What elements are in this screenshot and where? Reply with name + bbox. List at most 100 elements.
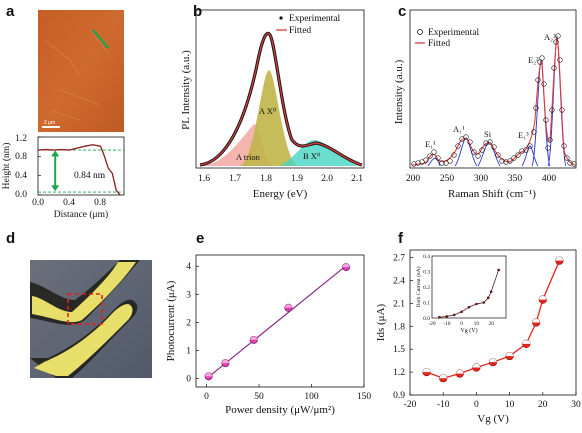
- raman-experimental-point: [483, 140, 489, 146]
- b-xtick: 1.7: [229, 174, 241, 184]
- arrow-head-up: [51, 150, 60, 157]
- c-peak-label: A₂²: [544, 32, 556, 42]
- c-ylabel: Intensity (a.u.): [393, 59, 405, 124]
- raman-experimental-point: [487, 139, 493, 145]
- raman-experimental-point: [541, 81, 547, 87]
- e-ytick-label: 0: [186, 375, 191, 385]
- afm-image: 2 μm: [38, 10, 124, 132]
- b-peak-label: A X⁰: [259, 106, 277, 116]
- f-ytick-label: 0.9: [393, 391, 405, 401]
- raman-experimental-point: [564, 155, 570, 161]
- ids-point-highlight: [489, 358, 497, 363]
- e-ytick-label: 2: [186, 318, 191, 328]
- ids-point-highlight: [422, 368, 431, 373]
- raman-experimental-point: [571, 161, 577, 167]
- ids-point-highlight: [505, 352, 514, 357]
- raman-experimental-point: [547, 137, 553, 143]
- height-profile-line: [37, 144, 121, 196]
- panel-d-letter: d: [6, 230, 15, 247]
- raman-experimental-point: [567, 160, 573, 166]
- raman-experimental-point: [467, 139, 473, 145]
- raman-experimental-point: [435, 155, 441, 161]
- b-xtick: 1.8: [260, 174, 272, 184]
- arrow-head-down: [51, 185, 60, 192]
- raman-experimental-point: [557, 57, 563, 63]
- a-xtick: 0.4: [63, 198, 75, 208]
- raman-experimental-point: [499, 158, 505, 164]
- panel-f-letter: f: [398, 230, 404, 247]
- e-ytick-label: 3: [186, 290, 191, 300]
- e-ytick-label: 1: [186, 346, 191, 356]
- c-xtick: 350: [508, 174, 523, 184]
- f-ytick-label: 2.7: [393, 254, 405, 264]
- e-xtick-label: 50: [254, 392, 264, 402]
- e-xlabel: Power density (μW/μm²): [225, 404, 335, 416]
- inset-ytick-label: 0.4: [423, 254, 430, 260]
- ids-point-highlight: [522, 340, 530, 344]
- a-xlabel: Distance (μm): [54, 209, 108, 220]
- c-peak-label: Si: [484, 129, 492, 139]
- legend-experimental-marker: [417, 29, 423, 35]
- ids-curve: [426, 260, 560, 379]
- f-ytick-label: 1.2: [393, 368, 405, 378]
- inset-point: [486, 296, 490, 300]
- raman-experimental-point: [545, 145, 551, 151]
- raman-experimental-point: [471, 149, 477, 155]
- f-xtick-label: 0: [474, 400, 479, 410]
- raman-experimental-point: [451, 152, 457, 158]
- linear-fit-line: [206, 265, 347, 380]
- inset-xlabel: Vg (V): [460, 327, 477, 334]
- b-legend-fitted: Fitted: [289, 26, 311, 36]
- a-ylabel: Height (nm): [1, 143, 12, 190]
- a-exciton-peak: [240, 70, 298, 166]
- ids-point-highlight: [555, 256, 564, 261]
- channel-highlight-box: [67, 293, 103, 325]
- raman-experimental-point: [447, 158, 453, 164]
- f-ylabel: Ids (μA): [375, 303, 387, 341]
- c-peak-label: E₁³: [518, 130, 529, 140]
- a-xtick: 0.0: [32, 198, 44, 208]
- inset-point: [475, 302, 478, 306]
- b-xtick: 1.9: [291, 174, 303, 184]
- a-ytick: 1.2: [15, 134, 27, 144]
- raman-experimental-point: [491, 144, 497, 150]
- raman-experimental-point: [411, 161, 417, 167]
- c-legend-experimental: Experimental: [428, 28, 480, 38]
- raman-experimental-point: [503, 159, 509, 165]
- afm-linecut: [92, 29, 109, 49]
- raman-experimental-point: [559, 107, 565, 113]
- raman-experimental-point: [515, 152, 521, 158]
- inset-point: [445, 315, 449, 318]
- inset-point: [438, 315, 441, 319]
- inset-point: [497, 268, 500, 272]
- c-peak-label: A₁¹: [453, 124, 465, 134]
- raman-experimental-point: [543, 117, 549, 123]
- photocurrent-point-highlight: [342, 263, 350, 268]
- inset-ytick-label: 0.0: [423, 316, 430, 322]
- ids-point-highlight: [532, 318, 540, 323]
- b-exciton-peak: [280, 140, 358, 166]
- raman-experimental-point: [463, 134, 469, 140]
- c-peak-label: E₁¹: [425, 139, 436, 149]
- ids-point-highlight: [539, 295, 547, 300]
- transfer-curve-plot: -20 -10 0 10 20 30 0.9 1.2 1.5 1.8 2.1 2.4 2.7 Vg (V)…: [375, 249, 581, 425]
- raman-experimental-point: [537, 59, 543, 65]
- height-profile-plot: [37, 136, 125, 196]
- inset-xtick-label: 10: [474, 321, 480, 327]
- f-xtick-label: 10: [505, 400, 515, 410]
- f-xtick-label: -20: [404, 400, 417, 410]
- inset-point: [489, 290, 493, 293]
- f-xtick-label: -10: [437, 400, 450, 410]
- raman-experimental-point: [523, 147, 529, 153]
- c-xtick: 400: [542, 174, 557, 184]
- photocurrent-point-highlight: [221, 359, 229, 364]
- b-peak-label: B X⁰: [303, 151, 321, 161]
- b-xtick: 2.1: [351, 174, 363, 184]
- raman-experimental-point: [423, 157, 429, 163]
- raman-experimental-point: [415, 160, 421, 166]
- inset-point: [482, 301, 486, 304]
- inset-point: [460, 310, 463, 314]
- raman-experimental-point: [443, 160, 449, 166]
- inset-ylabel: Dark Current (nA): [415, 266, 422, 307]
- raman-experimental-point: [431, 149, 437, 155]
